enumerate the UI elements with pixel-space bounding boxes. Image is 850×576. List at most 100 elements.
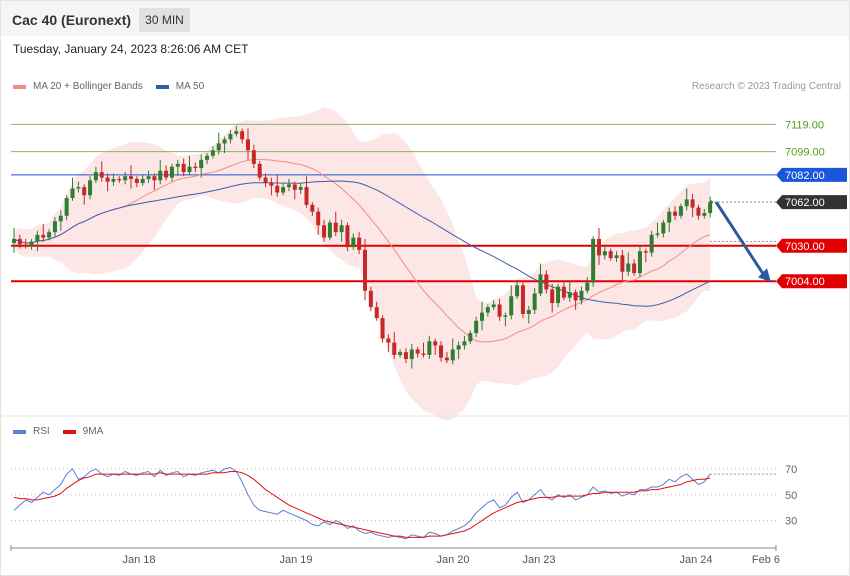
candle-body: [140, 178, 145, 184]
ma50-line: [13, 180, 711, 307]
level-label-7004.00: 7004.00: [785, 276, 825, 288]
candle-body: [152, 176, 157, 181]
ma20-line: [13, 158, 711, 343]
candle-body: [222, 139, 227, 144]
candle-body: [339, 225, 344, 233]
candle-body: [23, 244, 28, 246]
candle-body: [286, 184, 291, 188]
x-tick-label: Jan 20: [436, 554, 469, 566]
candle-body: [187, 166, 192, 173]
candles: [12, 125, 713, 369]
candle-body: [702, 213, 707, 216]
level-label-7082.00: 7082.00: [785, 170, 825, 182]
candle-body: [637, 251, 642, 274]
legend-swatch-rsi: [13, 429, 26, 434]
candle-body: [129, 176, 133, 179]
candle-body: [363, 249, 367, 291]
candle-body: [450, 349, 455, 361]
candle-body: [708, 202, 713, 214]
level-tag-7082.00: [776, 167, 847, 182]
candle-body: [257, 163, 262, 178]
candle-body: [193, 166, 198, 169]
candle-body: [292, 184, 297, 190]
legend-label-rsi: RSI: [33, 426, 50, 437]
legend-label-ma20: MA 20 + Bollinger Bands: [33, 81, 143, 92]
candle-body: [368, 290, 373, 308]
candle-body: [550, 289, 555, 304]
candle-body: [333, 222, 338, 233]
candle-body: [175, 163, 180, 167]
candle-body: [591, 238, 596, 283]
legend-swatch-ma50: [155, 84, 169, 89]
candle-body: [76, 187, 81, 189]
candle-body: [82, 187, 87, 196]
candle-body: [304, 187, 309, 205]
candle-body: [661, 222, 666, 234]
candle-body: [269, 183, 274, 186]
candle-body: [298, 187, 303, 190]
candle-body: [485, 307, 490, 313]
candle-body: [117, 178, 122, 181]
candle-body: [99, 172, 104, 178]
candle-body: [35, 234, 40, 242]
candle-body: [47, 232, 52, 238]
candle-body: [146, 176, 151, 179]
candle-body: [52, 221, 57, 233]
candle-body: [690, 199, 695, 208]
candle-body: [64, 198, 69, 216]
x-tick-label: Jan 23: [522, 554, 555, 566]
candle-body: [427, 341, 432, 355]
candle-body: [491, 304, 496, 308]
candle-body: [345, 225, 350, 248]
candle-body: [556, 286, 561, 304]
candle-body: [620, 255, 625, 272]
candle-body: [251, 150, 256, 164]
candle-body: [632, 263, 637, 274]
candle-body: [205, 155, 210, 160]
candle-body: [678, 206, 683, 216]
candle-body: [392, 342, 397, 355]
level-tag-7030.00: [776, 238, 847, 253]
candle-body: [281, 187, 286, 193]
level-tag-7062.00: [776, 195, 847, 210]
header-bar: Cac 40 (Euronext) 30 MIN: [1, 1, 849, 36]
candle-body: [538, 274, 543, 294]
instrument-title: Cac 40 (Euronext): [12, 12, 132, 28]
candle-body: [444, 357, 449, 361]
candle-body: [58, 215, 63, 222]
candle-body: [608, 251, 613, 259]
legend-swatch-9ma: [62, 429, 76, 434]
candle-body: [462, 341, 467, 346]
x-tick-label: Jan 19: [279, 554, 312, 566]
rsi-tick-30: 30: [785, 516, 797, 528]
candle-body: [415, 349, 420, 354]
candle-body: [380, 318, 385, 339]
candle-body: [41, 234, 46, 238]
candle-body: [17, 238, 22, 245]
candle-body: [403, 352, 408, 359]
candle-body: [439, 345, 444, 358]
candle-body: [70, 188, 75, 199]
rsi-series-9ma: [13, 471, 711, 538]
rsi-tick-50: 50: [785, 490, 797, 502]
candle-body: [433, 341, 438, 346]
candle-body: [573, 292, 578, 301]
candle-body: [503, 315, 508, 317]
candle-body: [210, 150, 215, 156]
candle-body: [468, 333, 473, 342]
level-label-7099.00: 7099.00: [785, 147, 825, 159]
candle-body: [357, 237, 362, 250]
candle-body: [643, 251, 648, 253]
candle-body: [409, 349, 414, 359]
candle-body: [134, 178, 139, 184]
candle-body: [88, 180, 93, 196]
x-tick-label: Jan 24: [679, 554, 712, 566]
candle-body: [158, 170, 163, 181]
candle-body: [667, 211, 672, 223]
bollinger-band: [14, 107, 711, 421]
candle-body: [322, 225, 327, 238]
candle-body: [561, 286, 566, 298]
candle-body: [456, 345, 461, 350]
candle-body: [234, 131, 239, 134]
interval-badge[interactable]: 30 MIN: [139, 8, 190, 32]
